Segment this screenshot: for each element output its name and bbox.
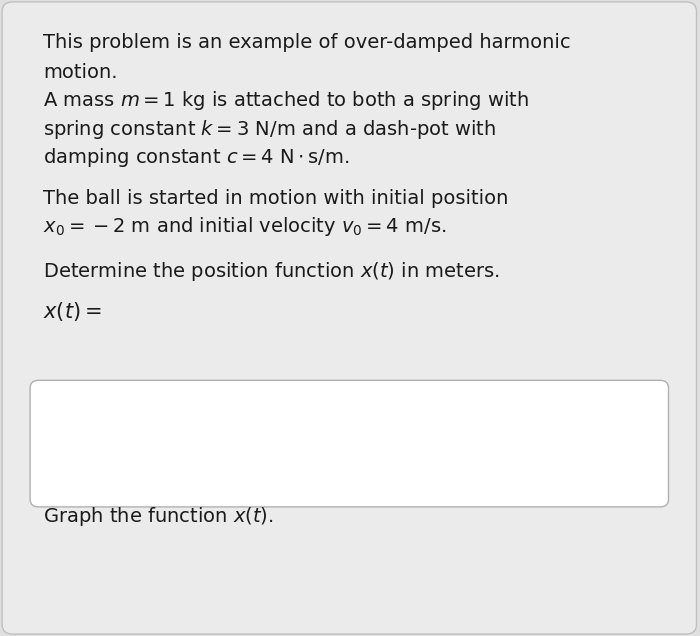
Text: spring constant $k = 3\ \mathrm{N/m}$ and a dash-pot with: spring constant $k = 3\ \mathrm{N/m}$ an… (43, 118, 496, 141)
Text: A mass $m = 1$ kg is attached to both a spring with: A mass $m = 1$ kg is attached to both a … (43, 89, 529, 112)
Text: motion.: motion. (43, 62, 118, 81)
FancyBboxPatch shape (30, 380, 668, 507)
Text: Determine the position function $x(t)$ in meters.: Determine the position function $x(t)$ i… (43, 259, 500, 282)
Text: Graph the function $x(t)$.: Graph the function $x(t)$. (43, 504, 274, 527)
Text: damping constant $c = 4\ \mathrm{N \cdot s/m}$.: damping constant $c = 4\ \mathrm{N \cdot… (43, 146, 350, 169)
Text: $x_0 = -2\ \mathrm{m}$ and initial velocity $v_0 = 4\ \mathrm{m/s}.$: $x_0 = -2\ \mathrm{m}$ and initial veloc… (43, 215, 447, 238)
Text: The ball is started in motion with initial position: The ball is started in motion with initi… (43, 188, 509, 207)
Text: This problem is an example of over-damped harmonic: This problem is an example of over-dampe… (43, 32, 571, 52)
Text: $x(t) =$: $x(t) =$ (43, 300, 102, 323)
